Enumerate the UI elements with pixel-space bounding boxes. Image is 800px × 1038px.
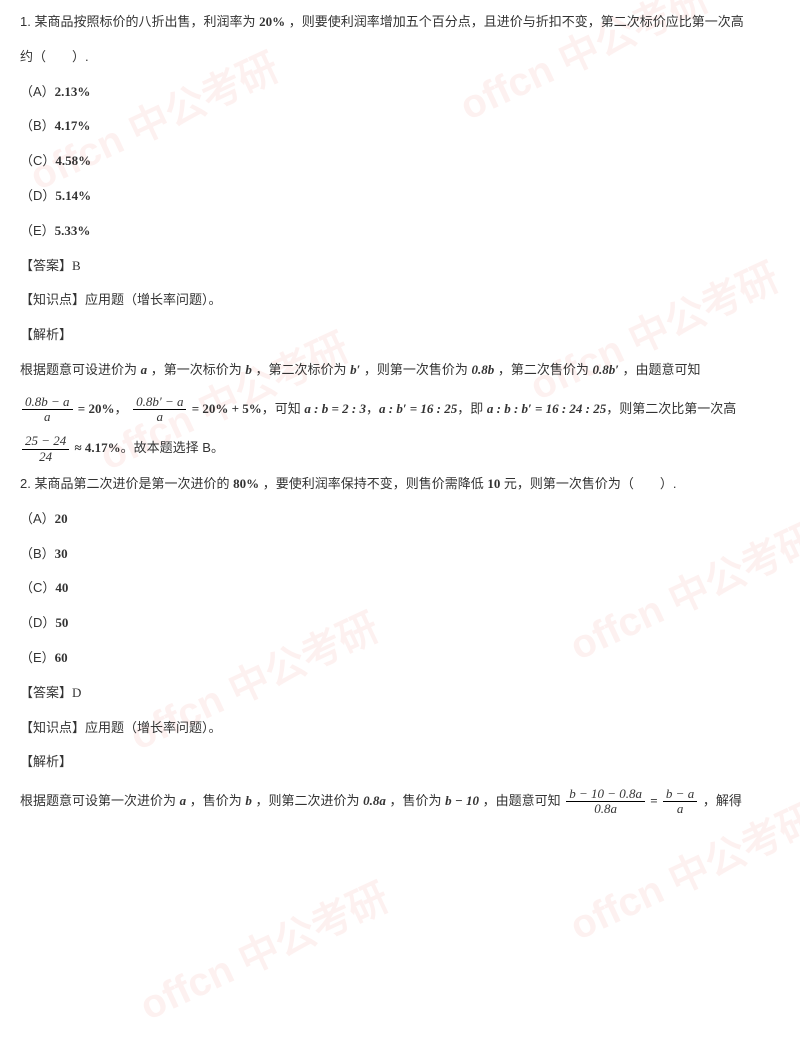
q1-option-d: （D）5.14% (20, 186, 780, 207)
fraction: b − aa (663, 787, 697, 817)
q1-option-b: （B）4.17% (20, 116, 780, 137)
q1-solution-line3: 25 − 2424 ≈ 4.17%。故本题选择 B。 (20, 434, 780, 464)
q1-option-c: （C）4.58% (20, 151, 780, 172)
q1-option-a: （A）2.13% (20, 82, 780, 103)
q2-solution-line1: 根据题意可设第一次进价为 a ，售价为 b ，则第二次进价为 0.8a ，售价为… (20, 787, 780, 817)
fraction: 0.8b′ − aa (133, 395, 186, 425)
q2-answer: 【答案】D (20, 683, 780, 704)
fraction: b − 10 − 0.8a0.8a (566, 787, 645, 817)
q1-stem-line2: 约（ ）. (20, 47, 780, 68)
q1-option-e: （E）5.33% (20, 221, 780, 242)
q1-number: 1. (20, 14, 31, 29)
q2-option-b: （B）30 (20, 544, 780, 565)
fraction: 25 − 2424 (22, 434, 69, 464)
watermark: offcn 中公考研 (129, 866, 400, 1038)
q2-option-a: （A）20 (20, 509, 780, 530)
q2-option-c: （C）40 (20, 578, 780, 599)
q2-option-d: （D）50 (20, 613, 780, 634)
q1-solution-line1: 根据题意可设进价为 a ，第一次标价为 b ，第二次标价为 b′ ，则第一次售价… (20, 360, 780, 381)
q2-number: 2. (20, 476, 31, 491)
q2-knowledge-point: 【知识点】应用题（增长率问题）。 (20, 718, 780, 739)
q2-analysis-label: 【解析】 (20, 752, 780, 773)
q2-option-e: （E）60 (20, 648, 780, 669)
q1-stem: 1. 某商品按照标价的八折出售，利润率为 20% ，则要使利润率增加五个百分点，… (20, 12, 780, 33)
q2-stem: 2. 某商品第二次进价是第一次进价的 80% ，要使利润率保持不变，则售价需降低… (20, 474, 780, 495)
q1-analysis-label: 【解析】 (20, 325, 780, 346)
q1-answer: 【答案】B (20, 256, 780, 277)
fraction: 0.8b − aa (22, 395, 73, 425)
q1-knowledge-point: 【知识点】应用题（增长率问题）。 (20, 290, 780, 311)
q1-solution-line2: 0.8b − aa = 20%， 0.8b′ − aa = 20% + 5%，可… (20, 395, 780, 425)
